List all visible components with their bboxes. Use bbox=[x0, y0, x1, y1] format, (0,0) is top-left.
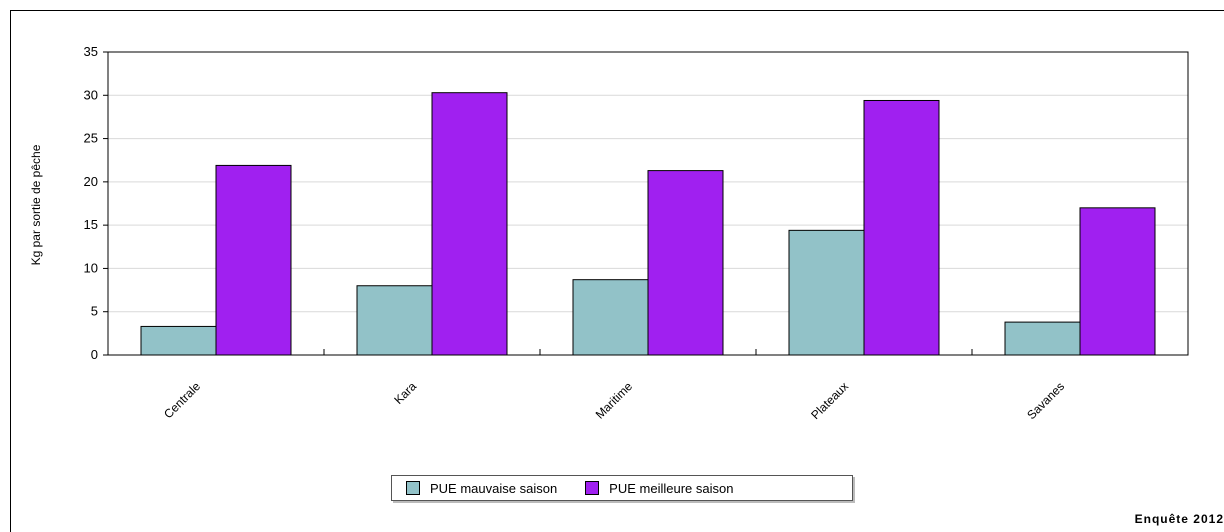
bar-kara-meilleure bbox=[431, 92, 508, 356]
legend-item-meilleure: PUE meilleure saison bbox=[585, 481, 733, 496]
bar-maritime-mauvaise bbox=[572, 279, 649, 356]
y-tick-labels: 0 5 10 15 20 25 30 35 bbox=[84, 44, 98, 362]
axes bbox=[103, 51, 1189, 356]
bars bbox=[140, 92, 1156, 356]
legend-label-meilleure: PUE meilleure saison bbox=[609, 480, 734, 496]
y-tick-label-5: 5 bbox=[91, 304, 98, 319]
chart-frame bbox=[10, 10, 1224, 532]
legend-label-mauvaise: PUE mauvaise saison bbox=[430, 480, 558, 496]
category-label-maritime: Maritime bbox=[593, 379, 636, 422]
legend-swatch-meilleure bbox=[585, 481, 600, 495]
legend-swatch-mauvaise bbox=[406, 481, 420, 495]
bar-plateaux-meilleure bbox=[863, 99, 940, 356]
bar-kara-mauvaise bbox=[356, 285, 433, 356]
bar-savanes-mauvaise bbox=[1004, 321, 1081, 356]
survey-footer: Enquête 2012 bbox=[1134, 512, 1224, 526]
plot-area-border bbox=[107, 51, 1189, 356]
y-tick-label-35: 35 bbox=[84, 44, 98, 59]
y-tick-label-0: 0 bbox=[91, 347, 98, 362]
category-labels: Centrale Kara Maritime Plateaux Savanes bbox=[161, 379, 1067, 422]
bar-centrale-meilleure bbox=[215, 164, 292, 356]
bar-centrale-mauvaise bbox=[140, 325, 217, 356]
y-tick-label-20: 20 bbox=[84, 174, 98, 189]
y-tick-label-25: 25 bbox=[84, 131, 98, 146]
bar-savanes-meilleure bbox=[1079, 207, 1156, 356]
bar-maritime-meilleure bbox=[647, 170, 724, 356]
y-tick-label-10: 10 bbox=[84, 260, 98, 275]
y-tick-label-15: 15 bbox=[84, 217, 98, 232]
category-label-centrale: Centrale bbox=[161, 379, 203, 421]
bar-plateaux-mauvaise bbox=[788, 229, 865, 356]
category-label-savanes: Savanes bbox=[1024, 379, 1067, 422]
legend-item-mauvaise: PUE mauvaise saison bbox=[406, 481, 557, 496]
y-axis-label: Kg par sortie de pêche bbox=[29, 144, 43, 265]
y-tick-label-30: 30 bbox=[84, 87, 98, 102]
legend: PUE mauvaise saison PUE meilleure saison bbox=[391, 475, 853, 501]
category-label-kara: Kara bbox=[391, 379, 419, 407]
category-label-plateaux: Plateaux bbox=[808, 379, 851, 422]
